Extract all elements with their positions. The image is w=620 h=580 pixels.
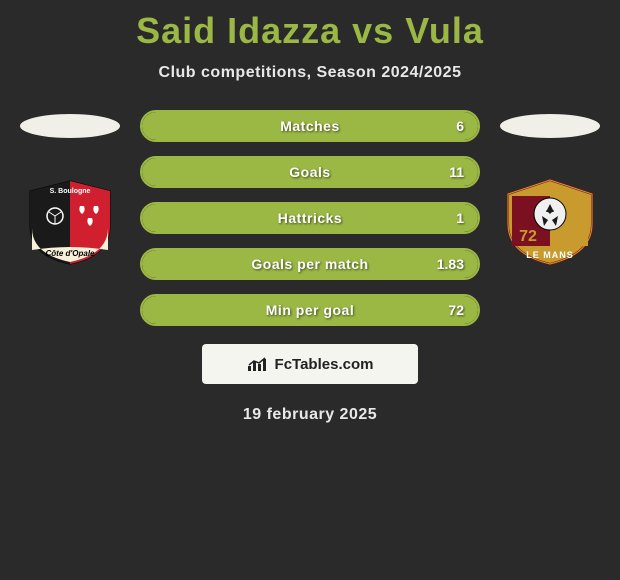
left-player-column: S. Boulogne Côte d'Opale <box>10 110 130 266</box>
stat-bar-hattricks: Hattricks 1 <box>140 202 480 234</box>
stat-label: Matches <box>280 118 340 134</box>
comparison-title: Said Idazza vs Vula <box>0 0 620 52</box>
stat-label: Goals <box>289 164 330 180</box>
stat-bar-min-per-goal: Min per goal 72 <box>140 294 480 326</box>
stat-value: 11 <box>449 164 464 180</box>
svg-text:72: 72 <box>519 228 537 245</box>
right-player-column: 72 LE MANS <box>490 110 610 266</box>
comparison-date: 19 february 2025 <box>140 406 480 424</box>
fctables-attribution[interactable]: FcTables.com <box>202 344 418 384</box>
left-player-placeholder <box>20 114 120 138</box>
stat-label: Min per goal <box>266 302 354 318</box>
left-club-badge: S. Boulogne Côte d'Opale <box>20 176 120 266</box>
stat-bar-goals: Goals 11 <box>140 156 480 188</box>
comparison-subtitle: Club competitions, Season 2024/2025 <box>0 64 620 82</box>
stat-value: 6 <box>456 118 464 134</box>
stat-bar-goals-per-match: Goals per match 1.83 <box>140 248 480 280</box>
stat-value: 1.83 <box>437 256 464 272</box>
svg-text:Côte d'Opale: Côte d'Opale <box>45 249 95 258</box>
stat-value: 1 <box>456 210 464 226</box>
right-player-placeholder <box>500 114 600 138</box>
fctables-chart-icon <box>247 356 269 372</box>
right-club-badge: 72 LE MANS <box>500 176 600 266</box>
stat-label: Hattricks <box>278 210 342 226</box>
svg-text:S. Boulogne: S. Boulogne <box>50 188 91 195</box>
stat-label: Goals per match <box>251 256 368 272</box>
stat-value: 72 <box>448 302 464 318</box>
svg-text:LE MANS: LE MANS <box>526 250 574 260</box>
main-comparison-area: S. Boulogne Côte d'Opale Matches 6 Goals… <box>0 110 620 424</box>
boulogne-badge-icon: S. Boulogne Côte d'Opale <box>20 176 120 266</box>
fctables-label: FcTables.com <box>275 356 374 373</box>
lemans-badge-icon: 72 LE MANS <box>500 176 600 266</box>
stats-column: Matches 6 Goals 11 Hattricks 1 Goals per… <box>140 110 480 424</box>
stat-bar-matches: Matches 6 <box>140 110 480 142</box>
